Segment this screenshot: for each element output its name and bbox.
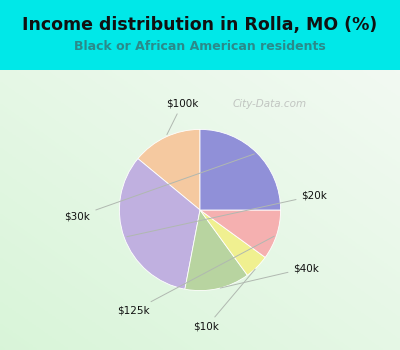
Text: $30k: $30k: [64, 154, 254, 222]
Text: Income distribution in Rolla, MO (%): Income distribution in Rolla, MO (%): [22, 16, 378, 34]
Text: $100k: $100k: [166, 99, 198, 135]
Wedge shape: [200, 210, 265, 275]
Wedge shape: [200, 210, 281, 257]
Text: $125k: $125k: [118, 236, 274, 316]
Text: Black or African American residents: Black or African American residents: [74, 40, 326, 53]
Wedge shape: [200, 130, 281, 210]
Wedge shape: [119, 159, 200, 289]
Text: $10k: $10k: [194, 269, 255, 332]
Wedge shape: [138, 130, 200, 210]
Text: $40k: $40k: [220, 263, 319, 288]
Text: $20k: $20k: [127, 190, 327, 237]
Text: City-Data.com: City-Data.com: [232, 99, 306, 108]
Wedge shape: [185, 210, 247, 290]
